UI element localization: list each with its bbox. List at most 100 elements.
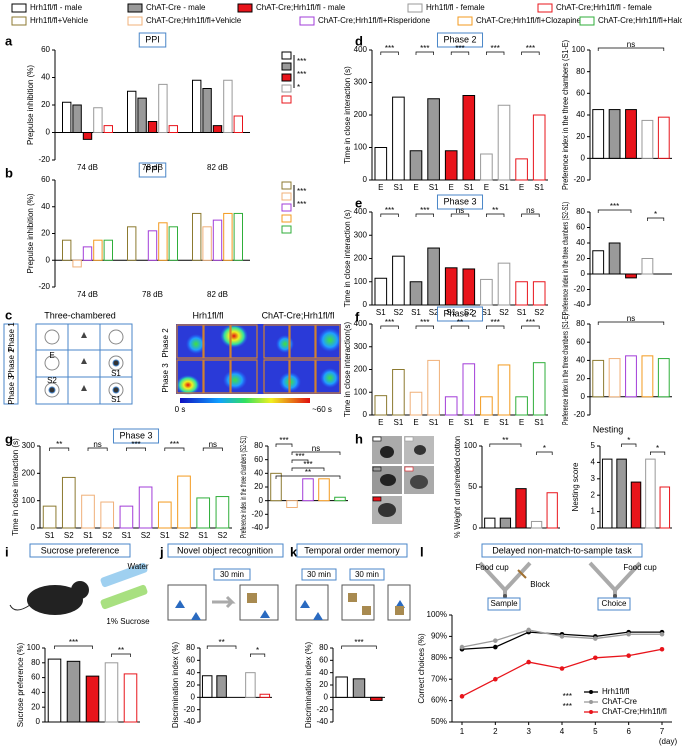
- y-tick-label: 2: [591, 490, 596, 499]
- maze-label: Food cup: [475, 563, 509, 572]
- x-tick-label: S1: [534, 183, 544, 192]
- legend-swatch: [281, 203, 292, 212]
- legend-marker: [589, 700, 593, 704]
- nest-photos: [372, 436, 434, 524]
- bar: [259, 693, 271, 698]
- y-tick-label: 400: [354, 319, 368, 328]
- delay-box: [301, 568, 337, 581]
- bar: [202, 88, 212, 133]
- bar: [93, 107, 103, 133]
- significance-bracket: [250, 653, 266, 657]
- maze-label: Block: [530, 580, 551, 589]
- bar: [592, 250, 605, 275]
- bar: [168, 226, 179, 261]
- bar: [427, 98, 440, 181]
- bar: [515, 158, 528, 181]
- y-tick-label: 20: [186, 680, 195, 689]
- y-tick-label: -40: [251, 523, 263, 532]
- bar: [223, 79, 233, 133]
- y-tick-label: -20: [573, 175, 585, 184]
- y-tick-label: -20: [251, 509, 263, 518]
- bar: [81, 494, 95, 529]
- y-tick-label: 300: [354, 342, 368, 351]
- legend-label: ChAT-Cre;Hrh1fl/fl+Vehicle: [146, 16, 242, 25]
- bar: [645, 458, 656, 529]
- significance-label: ***: [297, 187, 306, 196]
- legend-swatch: [407, 3, 423, 13]
- point: [559, 666, 565, 671]
- significance-bracket: [341, 645, 377, 649]
- y-tick-label: 20: [576, 254, 585, 263]
- phase-label: Choice: [602, 599, 627, 608]
- x-tick-label: E: [378, 418, 383, 427]
- significance-bracket: [49, 447, 70, 451]
- y-tick-label: 0: [581, 153, 586, 162]
- title-box: [436, 194, 484, 210]
- y-tick-label: -40: [183, 717, 195, 726]
- y-axis-label: Preference index in the three chambers (…: [561, 40, 570, 190]
- significance-label: *: [543, 444, 546, 453]
- significance-label: *: [627, 436, 630, 445]
- y-tick-label: 0: [36, 717, 41, 726]
- significance-label: ***: [170, 440, 179, 449]
- y-tick-label: 50%: [431, 717, 447, 726]
- significance-label: ***: [385, 318, 394, 327]
- significance-label: ***: [526, 44, 535, 53]
- y-tick-label: 100: [572, 45, 586, 54]
- significance-label: ***: [279, 436, 288, 445]
- x-tick-label: S1: [376, 308, 386, 317]
- significance-bracket: [380, 325, 399, 329]
- title-box: [167, 543, 284, 558]
- y-tick-label: -20: [573, 285, 585, 294]
- title-box: [138, 162, 167, 178]
- y-axis-label: Time in close interaction(s): [343, 322, 352, 418]
- phase-frame: [3, 323, 19, 405]
- significance-label: ***: [297, 57, 306, 66]
- bar: [641, 258, 654, 275]
- legend-swatch: [457, 16, 473, 26]
- legend-label: ChAT-Cre;Hrh1fl/fl - male: [256, 3, 346, 12]
- x-tick-label: E: [449, 183, 454, 192]
- chart-title: PPI: [145, 164, 160, 174]
- point: [526, 659, 531, 665]
- delay-label: 30 min: [307, 570, 331, 579]
- x-tick-label: 82 dB: [207, 290, 228, 299]
- y-tick-label: 40: [576, 110, 585, 119]
- bar: [127, 90, 137, 133]
- significance-label: ***: [385, 206, 394, 215]
- bar: [532, 281, 546, 306]
- significance-label: ***: [455, 44, 464, 53]
- y-tick-label: 300: [354, 78, 368, 87]
- chamber-label: S2: [47, 376, 57, 385]
- legend-label: ChAT-Cre;Hrh1fl/fl: [602, 707, 667, 716]
- bottle-label: 1% Sucrose: [106, 617, 150, 626]
- significance-bracket: [275, 443, 293, 447]
- significance-bracket: [489, 443, 522, 447]
- bar: [625, 273, 637, 279]
- bar: [47, 658, 62, 723]
- chart-title: PPI: [145, 34, 160, 44]
- x-tick-label: S1: [45, 531, 55, 540]
- panel-letter: a: [5, 33, 13, 48]
- legend-label: ChAT-Cre: [602, 697, 638, 706]
- y-tick-label: -20: [316, 705, 328, 714]
- bar: [497, 364, 511, 416]
- significance-bracket: [450, 325, 470, 329]
- significance-bracket: [521, 51, 540, 55]
- significance-label: ***: [491, 44, 500, 53]
- y-tick-label: 0: [324, 692, 329, 701]
- maze-diagram: [478, 561, 642, 598]
- x-tick-label: E: [519, 418, 524, 427]
- bar: [223, 212, 233, 261]
- chamber-label: S1: [111, 369, 121, 378]
- delay-label: 30 min: [220, 570, 244, 579]
- chamber-label: E: [49, 351, 54, 360]
- title-box: [29, 543, 131, 558]
- delay-box: [213, 568, 251, 581]
- y-tick-label: 1: [591, 507, 596, 516]
- y-tick-label: 100: [22, 496, 36, 505]
- legend-swatch: [281, 192, 292, 201]
- y-tick-label: 0: [31, 523, 36, 532]
- y-axis-label: Correct choices (%): [417, 633, 426, 704]
- x-tick-label: S2: [218, 531, 228, 540]
